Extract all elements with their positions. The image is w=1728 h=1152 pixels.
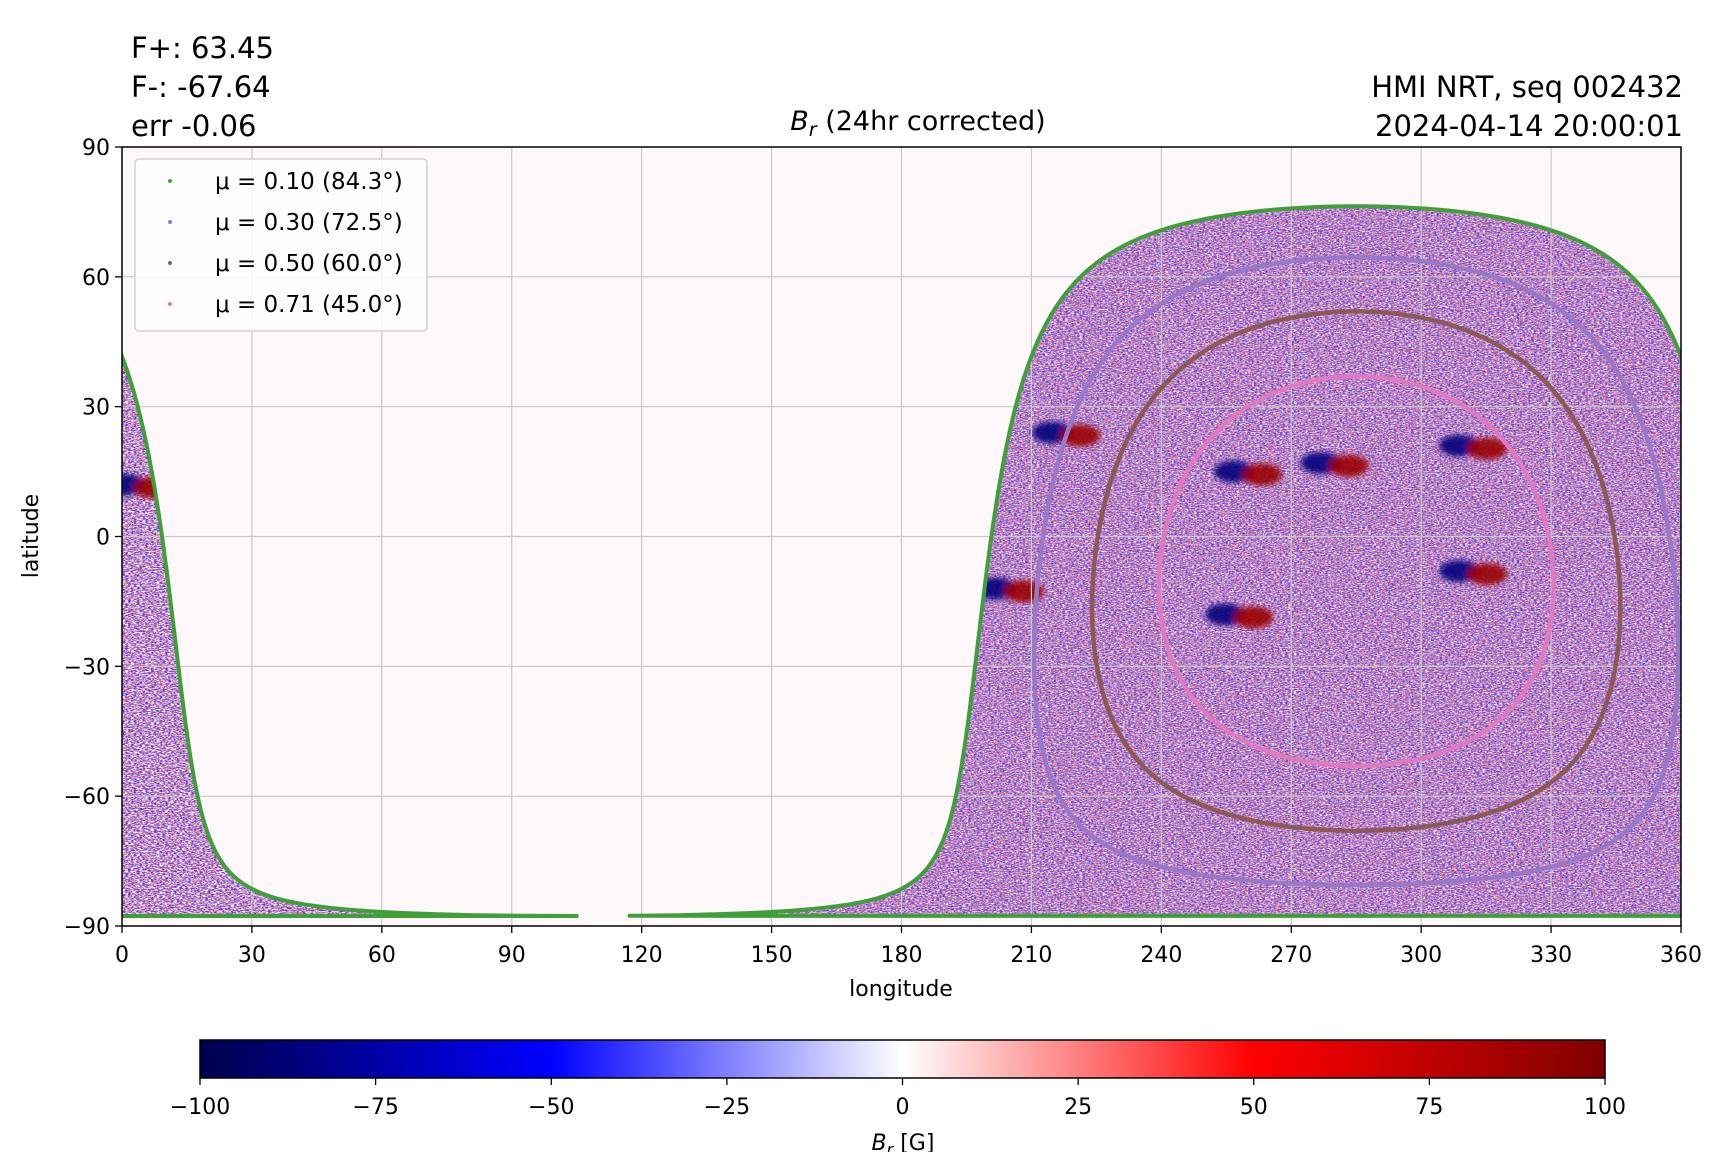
active-region-2 bbox=[1213, 460, 1282, 486]
colorbar-ticks: −100 −75 −50 −25 0 25 50 75 100 bbox=[170, 1078, 1626, 1120]
colorbar-tick-label: −75 bbox=[352, 1095, 398, 1120]
flux-positive-readout: F+: 63.45 bbox=[131, 31, 274, 65]
legend-box bbox=[134, 158, 428, 332]
active-region-5 bbox=[1205, 603, 1274, 629]
legend-label-0: μ = 0.10 (84.3°) bbox=[215, 169, 403, 195]
positive-polarity-patch bbox=[1003, 580, 1044, 603]
error-readout: err -0.06 bbox=[131, 109, 257, 143]
positive-polarity-patch bbox=[1328, 454, 1369, 477]
x-tick-label: 150 bbox=[751, 943, 793, 968]
colorbar-label-symbol: B bbox=[872, 1131, 887, 1152]
chart-legend: μ = 0.10 (84.3°) μ = 0.30 (72.5°) μ = 0.50… bbox=[134, 158, 428, 332]
mu-contour-2 bbox=[1089, 309, 1623, 834]
active-region-4 bbox=[1439, 434, 1508, 460]
chart-title: Br (24hr corrected) bbox=[790, 106, 1045, 141]
active-region-3 bbox=[1300, 451, 1369, 477]
colorbar-label-subscript: r bbox=[887, 1140, 895, 1152]
instrument-sequence-label: HMI NRT, seq 002432 bbox=[1371, 70, 1683, 104]
colorbar-tick-label: −25 bbox=[704, 1095, 750, 1120]
y-tick-label: 90 bbox=[82, 136, 110, 161]
mu-contours bbox=[122, 204, 1681, 918]
positive-polarity-patch bbox=[1467, 437, 1508, 460]
x-tick-label: 180 bbox=[881, 943, 923, 968]
x-tick-label: 0 bbox=[115, 943, 129, 968]
legend-marker-3 bbox=[168, 302, 172, 306]
legend-label-1: μ = 0.30 (72.5°) bbox=[215, 210, 403, 236]
legend-label-3: μ = 0.71 (45.0°) bbox=[215, 292, 403, 318]
y-tick-label: −60 bbox=[64, 785, 110, 810]
observation-timestamp: 2024-04-14 20:00:01 bbox=[1375, 109, 1683, 143]
colorbar-tick-label: 75 bbox=[1415, 1095, 1443, 1120]
y-tick-label: 30 bbox=[82, 396, 110, 421]
legend-label-2: μ = 0.50 (60.0°) bbox=[215, 251, 403, 277]
x-tick-label: 330 bbox=[1530, 943, 1572, 968]
x-tick-label: 120 bbox=[621, 943, 663, 968]
x-tick-label: 300 bbox=[1400, 943, 1442, 968]
chart-title-symbol: B bbox=[790, 106, 809, 137]
colorbar-gradient bbox=[199, 1039, 1606, 1079]
positive-polarity-patch bbox=[1467, 563, 1508, 586]
legend-marker-1 bbox=[168, 220, 172, 224]
flux-negative-readout: F-: -67.64 bbox=[131, 70, 271, 104]
colorbar-tick-label: 25 bbox=[1064, 1095, 1092, 1120]
x-axis-label: longitude bbox=[849, 977, 953, 1002]
y-tick-label: −90 bbox=[64, 915, 110, 940]
colorbar-tick-label: 100 bbox=[1584, 1095, 1626, 1120]
legend-marker-2 bbox=[168, 261, 172, 265]
mu-contour-0 bbox=[627, 204, 1681, 918]
x-axis-ticks: 0 30 60 90 120 150 180 210 240 270 300 330 360 bbox=[115, 926, 1702, 968]
x-tick-label: 240 bbox=[1140, 943, 1182, 968]
mu-contour-1 bbox=[1031, 255, 1681, 888]
colorbar-tick-label: 50 bbox=[1240, 1095, 1268, 1120]
x-tick-label: 90 bbox=[498, 943, 526, 968]
colorbar-label-rest: [G] bbox=[893, 1131, 934, 1152]
x-tick-label: 210 bbox=[1010, 943, 1052, 968]
positive-polarity-patch bbox=[1233, 606, 1274, 629]
x-tick-label: 30 bbox=[238, 943, 266, 968]
chart-title-subscript: r bbox=[809, 119, 818, 141]
y-axis-label: latitude bbox=[19, 494, 44, 578]
x-tick-label: 270 bbox=[1270, 943, 1312, 968]
y-tick-label: −30 bbox=[64, 655, 110, 680]
colorbar-tick-label: −100 bbox=[170, 1095, 230, 1120]
legend-marker-0 bbox=[168, 179, 172, 183]
colorbar-label: Br [G] bbox=[872, 1131, 935, 1152]
active-region-6 bbox=[1439, 560, 1508, 586]
y-tick-label: 0 bbox=[96, 526, 110, 551]
br-synoptic-map: 0 30 60 90 120 150 180 210 240 270 300 330 360 90603… bbox=[19, 106, 1702, 1002]
y-axis-ticks: 90 60 30 0 −30 −60 −90 bbox=[64, 136, 122, 940]
positive-polarity-patch bbox=[1241, 463, 1282, 486]
x-tick-label: 60 bbox=[368, 943, 396, 968]
mu-contour-3 bbox=[1156, 374, 1556, 769]
mu-contour-0 bbox=[122, 351, 579, 918]
colorbar-tick-label: 0 bbox=[896, 1095, 910, 1120]
y-tick-label: 60 bbox=[82, 266, 110, 291]
x-tick-label: 360 bbox=[1660, 943, 1702, 968]
chart-title-rest: (24hr corrected) bbox=[817, 106, 1046, 137]
colorbar-tick-label: −50 bbox=[528, 1095, 574, 1120]
